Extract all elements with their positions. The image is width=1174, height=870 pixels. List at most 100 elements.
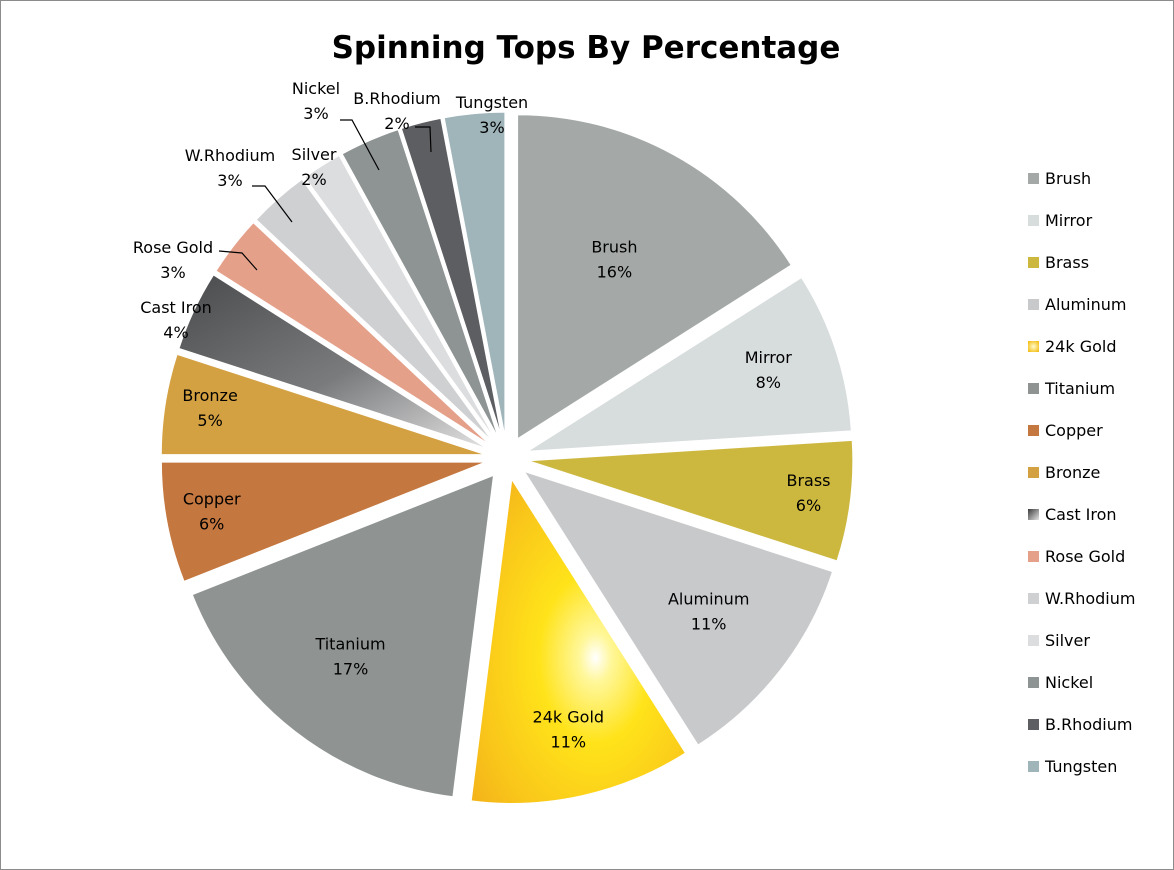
legend-swatch-titanium [1028,383,1039,394]
slice-labels: Brush 16% Mirror 8% Brass 6% Aluminum 11% 24k Go… [133,79,831,751]
legend-label-brass: Brass [1045,253,1089,272]
slice-value-rose-gold: 3% [160,263,185,282]
legend-swatch-aluminum [1028,299,1039,310]
legend-swatch-brass [1028,257,1039,268]
slice-value-bronze: 5% [197,411,222,430]
pie-slice-brush [517,114,792,440]
pie-slice-cast-iron [178,274,488,450]
pie-slice-bronze [160,353,486,456]
legend: Brush Mirror Brass Aluminum 24k Gold Titanium… [1028,169,1135,776]
slice-label-brush: Brush [591,238,637,257]
pie-slices [160,111,854,804]
slice-value-aluminum: 11% [691,615,727,634]
pie-slice-b-rhodium [400,117,502,437]
pie-slice-mirror [527,276,852,452]
legend-item-w-rhodium: W.Rhodium [1028,589,1135,608]
legend-label-titanium: Titanium [1044,379,1115,398]
pie-slice-aluminum [523,470,834,746]
legend-item-mirror: Mirror [1028,211,1093,230]
slice-label-titanium: Titanium [314,635,385,654]
legend-label-bronze: Bronze [1045,463,1100,482]
pie-slice-brass [528,439,854,562]
legend-swatch-24k-gold [1028,341,1039,352]
slice-label-copper: Copper [183,489,241,508]
legend-label-copper: Copper [1045,421,1103,440]
legend-swatch-copper [1028,425,1039,436]
slice-value-brass: 6% [796,496,821,515]
pie-slice-silver [304,154,496,440]
legend-swatch-tungsten [1028,761,1039,772]
pie-slice-24k-gold [470,478,687,804]
legend-swatch-silver [1028,635,1039,646]
legend-label-brush: Brush [1045,169,1091,188]
slice-value-w-rhodium: 3% [217,171,242,190]
legend-item-rose-gold: Rose Gold [1028,547,1125,566]
chart-title: Spinning Tops By Percentage [332,30,841,66]
slice-value-mirror: 8% [756,373,781,392]
pie-slice-tungsten [443,111,506,437]
legend-label-rose-gold: Rose Gold [1045,547,1125,566]
legend-label-mirror: Mirror [1045,211,1093,230]
leader-line-b-rhodium [415,126,432,153]
legend-item-brass: Brass [1028,253,1089,272]
legend-label-w-rhodium: W.Rhodium [1045,589,1135,608]
slice-label-rose-gold: Rose Gold [133,238,213,257]
legend-swatch-w-rhodium [1028,593,1039,604]
pie-slice-copper [160,461,486,583]
slice-label-aluminum: Aluminum [668,590,749,609]
legend-label-silver: Silver [1045,631,1090,650]
legend-label-24k-gold: 24k Gold [1045,337,1117,356]
slice-value-copper: 6% [199,514,224,533]
slice-label-w-rhodium: W.Rhodium [185,146,275,165]
slice-value-titanium: 17% [333,660,369,679]
legend-item-brush: Brush [1028,169,1091,188]
slice-value-silver: 2% [301,170,326,189]
slice-label-cast-iron: Cast Iron [140,298,212,317]
legend-swatch-b-rhodium [1028,719,1039,730]
legend-swatch-bronze [1028,467,1039,478]
legend-swatch-mirror [1028,215,1039,226]
legend-label-cast-iron: Cast Iron [1045,505,1117,524]
slice-label-nickel: Nickel [292,79,340,98]
legend-label-b-rhodium: B.Rhodium [1045,715,1132,734]
legend-item-bronze: Bronze [1028,463,1100,482]
slice-label-24k-gold: 24k Gold [533,707,605,726]
legend-item-aluminum: Aluminum [1028,295,1126,314]
legend-item-copper: Copper [1028,421,1103,440]
slice-value-nickel: 3% [303,104,328,123]
legend-item-nickel: Nickel [1028,673,1093,692]
slice-value-b-rhodium: 2% [384,114,409,133]
legend-item-silver: Silver [1028,631,1090,650]
legend-swatch-nickel [1028,677,1039,688]
slice-label-mirror: Mirror [745,348,793,367]
slice-label-bronze: Bronze [182,386,237,405]
legend-swatch-brush [1028,173,1039,184]
legend-swatch-cast-iron [1028,509,1039,520]
legend-label-tungsten: Tungsten [1044,757,1117,776]
legend-label-aluminum: Aluminum [1045,295,1126,314]
legend-item-tungsten: Tungsten [1028,757,1117,776]
legend-item-cast-iron: Cast Iron [1028,505,1117,524]
legend-item-24k-gold: 24k Gold [1028,337,1117,356]
slice-value-24k-gold: 11% [551,732,587,751]
legend-label-nickel: Nickel [1045,673,1093,692]
slice-value-tungsten: 3% [479,118,504,137]
leader-line-w-rhodium [252,185,293,223]
slice-label-brass: Brass [786,471,830,490]
leader-lines [218,119,432,271]
slice-value-cast-iron: 4% [163,323,188,342]
slice-value-brush: 16% [597,263,633,282]
pie-slice-w-rhodium [255,178,493,442]
slice-label-silver: Silver [292,145,337,164]
pie-slice-nickel [341,129,499,439]
pie-slice-rose-gold [215,221,490,445]
slice-label-b-rhodium: B.Rhodium [353,89,440,108]
leader-line-rose-gold [218,250,258,271]
leader-line-nickel [340,119,380,171]
legend-item-titanium: Titanium [1028,379,1115,398]
legend-swatch-rose-gold [1028,551,1039,562]
legend-item-b-rhodium: B.Rhodium [1028,715,1132,734]
pie-slice-titanium [191,474,495,798]
slice-label-tungsten: Tungsten [455,93,528,112]
